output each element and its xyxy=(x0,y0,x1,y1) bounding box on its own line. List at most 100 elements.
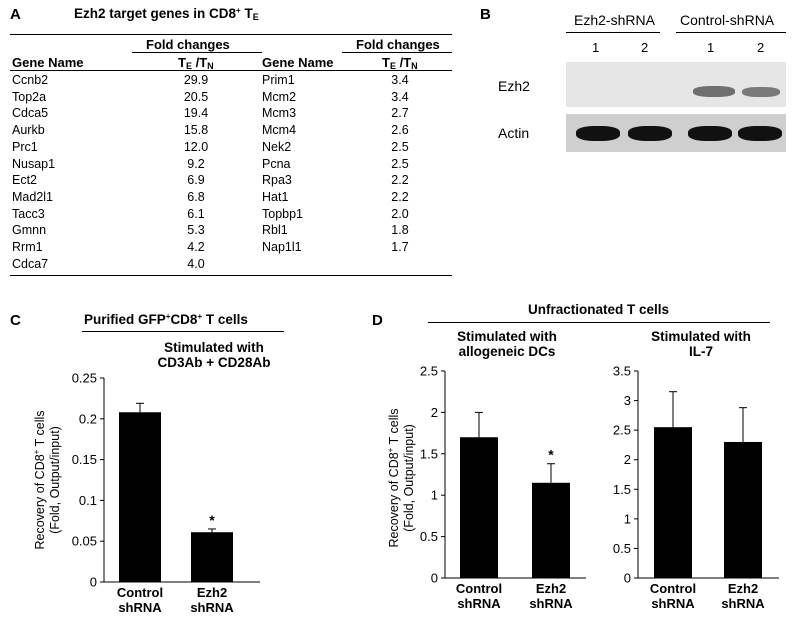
panel-c-label: C xyxy=(10,312,21,329)
actin-band-1 xyxy=(576,126,620,141)
right-fold-6: 2.2 xyxy=(391,173,409,188)
chart-2-ytick-label-4: 2 xyxy=(624,452,631,467)
chart-1-xtick2-1: shRNA xyxy=(529,596,573,611)
lane-1: 1 xyxy=(592,40,600,55)
chart-1-ytick-label-4: 2 xyxy=(431,405,438,420)
chart-1-ylabel-2: (Fold, Output/input) xyxy=(402,424,416,532)
chart-1-ytick-label-5: 2.5 xyxy=(420,364,438,379)
chart-2-ytick-label-3: 1.5 xyxy=(613,482,631,497)
left-gene-3: Aurkb xyxy=(12,123,45,138)
chart-1-bar-0 xyxy=(460,437,498,578)
left-gene-4: Prc1 xyxy=(12,139,38,154)
ratio-header-left: TE /TN xyxy=(178,55,214,71)
right-fold-0: 3.4 xyxy=(391,73,409,87)
chart-2-ytick-label-1: 0.5 xyxy=(613,541,631,556)
chart-0-xtick-1: Ezh2 xyxy=(197,585,227,600)
panel-c-header-rule xyxy=(82,331,284,332)
actin-band-2 xyxy=(628,126,672,141)
panel-d-label: D xyxy=(372,312,383,329)
left-fold-6: 6.9 xyxy=(187,173,205,188)
right-gene-1: Mcm2 xyxy=(262,89,297,104)
right-fold-7: 2.2 xyxy=(391,189,409,204)
lane-2: 2 xyxy=(641,40,649,55)
chart-1-bar-1 xyxy=(532,482,570,578)
chart-0-ylabel-2: (Fold, Output/input) xyxy=(48,426,62,534)
panel-c-header: Purified GFP+CD8+ T cells xyxy=(84,312,248,327)
gene-header-right: Gene Name xyxy=(262,55,334,70)
chart-1-sig-1: * xyxy=(548,447,554,463)
left-fold-7: 6.8 xyxy=(187,189,205,204)
left-gene-1: Top2a xyxy=(12,89,47,104)
table-top-rule xyxy=(10,34,452,35)
left-fold-2: 19.4 xyxy=(183,106,209,121)
chart-1-xtick-1: Ezh2 xyxy=(536,581,566,596)
fold-rule-right xyxy=(342,52,452,53)
chart-1-ytick-label-2: 1 xyxy=(431,488,438,503)
chart-0-ylabel: Recovery of CD8+ T cells xyxy=(32,411,47,550)
control-shrna-rule xyxy=(676,32,786,33)
left-gene-2: Cdca5 xyxy=(12,106,49,121)
chart-1-xtick-0: Control xyxy=(456,581,502,596)
left-fold-10: 4.2 xyxy=(187,240,205,254)
actin-blot xyxy=(566,114,786,152)
chart-2-ytick-label-2: 1 xyxy=(624,511,631,526)
left-fold-9: 5.3 xyxy=(187,223,205,238)
panel-d-left-condition: Stimulated with allogeneic DCs xyxy=(457,329,557,359)
fold-header-right: Fold changes xyxy=(356,37,440,52)
ezh2-band-control-1 xyxy=(693,86,735,97)
ezh2-band-control-2 xyxy=(742,87,780,97)
right-gene-0: Prim1 xyxy=(262,73,295,87)
ratio-header-right: TE /TN xyxy=(382,55,418,71)
chart-2-xtick2-1: shRNA xyxy=(721,596,765,611)
panel-d-header-rule xyxy=(428,322,770,323)
right-fold-3: 2.6 xyxy=(391,123,409,138)
left-gene-9: Gmnn xyxy=(12,223,47,238)
right-gene-5: Pcna xyxy=(262,156,291,171)
chart-0-ytick-label-3: 0.15 xyxy=(72,452,97,467)
chart-0-ytick-label-1: 0.05 xyxy=(72,534,97,549)
right-gene-4: Nek2 xyxy=(262,139,292,154)
ezh2-row-label: Ezh2 xyxy=(498,78,530,94)
gene-header-left: Gene Name xyxy=(12,55,84,70)
left-gene-0: Ccnb2 xyxy=(12,73,49,87)
right-gene-8: Topbp1 xyxy=(262,206,304,221)
chart-2-xtick-0: Control xyxy=(650,581,696,596)
chart-2-xtick2-0: shRNA xyxy=(651,596,695,611)
left-fold-11: 4.0 xyxy=(187,256,205,271)
left-gene-8: Tacc3 xyxy=(12,206,45,221)
chart-0-xtick-0: Control xyxy=(117,585,163,600)
right-fold-2: 2.7 xyxy=(391,106,409,121)
fold-header-left: Fold changes xyxy=(146,37,230,52)
lane-3: 1 xyxy=(707,40,715,55)
chart-0-xtick2-1: shRNA xyxy=(190,600,234,615)
left-gene-10: Rrm1 xyxy=(12,240,43,254)
left-fold-8: 6.1 xyxy=(187,206,205,221)
ezh2-shrna-group: Ezh2-shRNA xyxy=(574,12,655,28)
ezh2-blot xyxy=(566,62,786,107)
chart-1-ylabel: Recovery of CD8+ T cells xyxy=(386,409,401,548)
chart-0-bar-0 xyxy=(119,412,161,582)
table-header-rule xyxy=(10,70,452,71)
chart-1-ytick-label-1: 0.5 xyxy=(420,529,438,544)
ezh2-shrna-rule xyxy=(566,32,660,33)
chart-0-ytick-label-2: 0.1 xyxy=(79,493,97,508)
chart-1-xtick2-0: shRNA xyxy=(457,596,501,611)
left-gene-7: Mad2l1 xyxy=(12,189,53,204)
left-fold-4: 12.0 xyxy=(183,139,209,154)
right-gene-3: Mcm4 xyxy=(262,123,297,138)
left-fold-0: 29.9 xyxy=(183,73,209,87)
right-gene-10: Nap1l1 xyxy=(262,240,302,254)
left-fold-1: 20.5 xyxy=(183,89,209,104)
chart-0-ytick-label-5: 0.25 xyxy=(72,371,97,386)
chart-2-ytick-label-5: 2.5 xyxy=(613,423,631,438)
left-gene-5: Nusap1 xyxy=(12,156,56,171)
lane-4: 2 xyxy=(757,40,765,55)
chart-0-ytick-label-0: 0 xyxy=(90,575,97,590)
left-fold-5: 9.2 xyxy=(187,156,205,171)
chart-0-ytick-label-4: 0.2 xyxy=(79,411,97,426)
right-fold-8: 2.0 xyxy=(391,206,409,221)
chart-0-bar-1 xyxy=(191,532,233,582)
left-fold-3: 15.8 xyxy=(183,123,209,138)
actin-band-4 xyxy=(738,126,782,141)
